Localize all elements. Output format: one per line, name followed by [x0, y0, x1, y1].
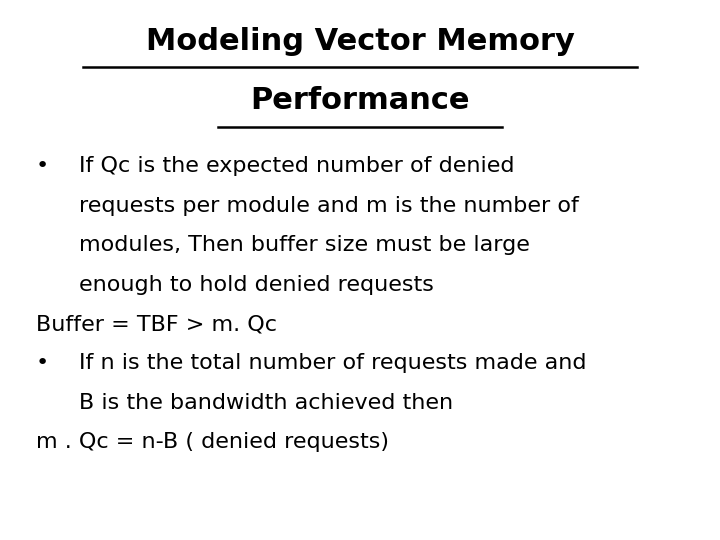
Text: requests per module and m is the number of: requests per module and m is the number …: [79, 195, 579, 216]
Text: •: •: [36, 353, 49, 374]
Text: B is the bandwidth achieved then: B is the bandwidth achieved then: [79, 393, 454, 413]
Text: Buffer = TBF > m. Qc: Buffer = TBF > m. Qc: [36, 314, 277, 334]
Text: •: •: [36, 156, 49, 177]
Text: Modeling Vector Memory: Modeling Vector Memory: [145, 27, 575, 56]
Text: modules, Then buffer size must be large: modules, Then buffer size must be large: [79, 235, 530, 255]
Text: enough to hold denied requests: enough to hold denied requests: [79, 274, 434, 295]
Text: If n is the total number of requests made and: If n is the total number of requests mad…: [79, 353, 587, 374]
Text: m . Qc = n-B ( denied requests): m . Qc = n-B ( denied requests): [36, 432, 389, 453]
Text: Performance: Performance: [251, 86, 469, 115]
Text: If Qc is the expected number of denied: If Qc is the expected number of denied: [79, 156, 515, 177]
